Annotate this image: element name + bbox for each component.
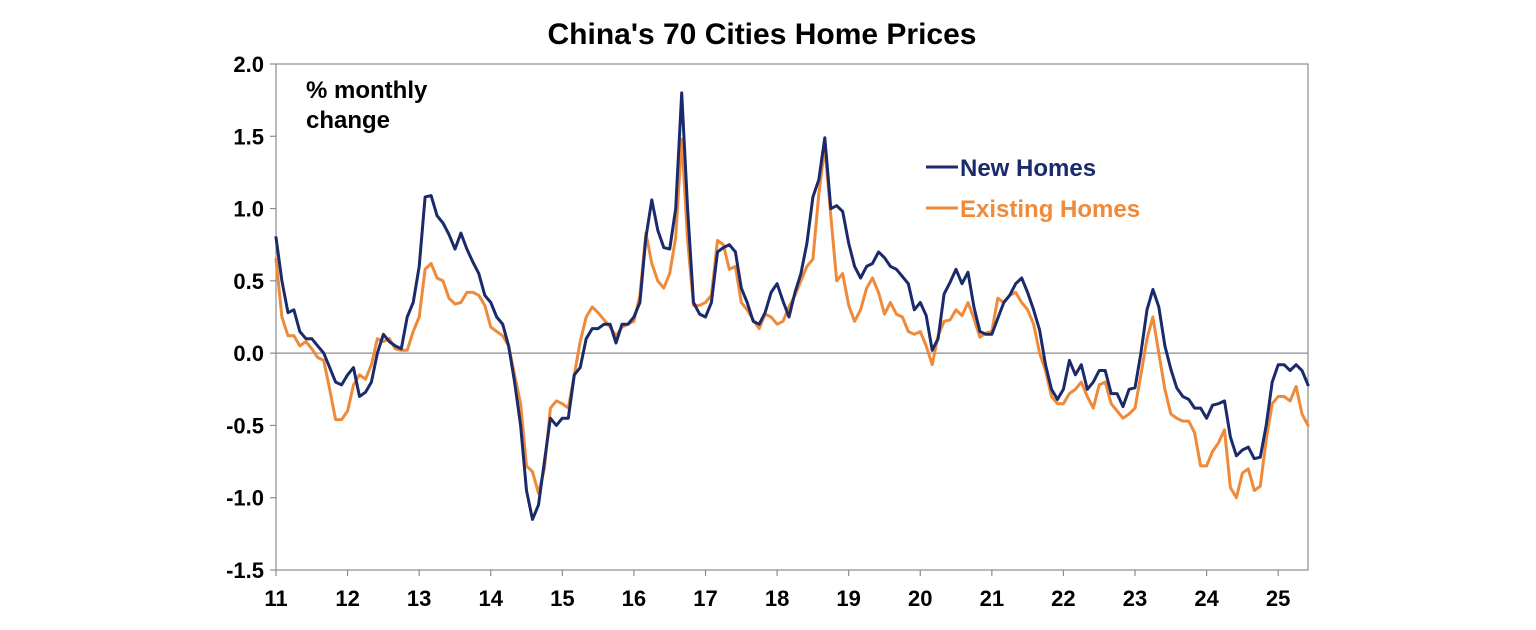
x-tick-label: 11 bbox=[264, 586, 287, 611]
unit-label-line1: % monthly bbox=[306, 77, 428, 104]
x-tick-label: 19 bbox=[836, 586, 860, 611]
series-layer bbox=[274, 91, 1310, 521]
unit-label-line2: change bbox=[306, 107, 390, 134]
y-axis: 2.0 1.5 1.0 0.5 0.0 -0.5 -1.0 -1.5 bbox=[226, 52, 276, 583]
y-tick-label: 1.0 bbox=[233, 197, 264, 222]
x-tick-label: 24 bbox=[1194, 586, 1219, 611]
x-tick-label: 21 bbox=[980, 586, 1004, 611]
y-tick-label: 0.0 bbox=[233, 341, 264, 366]
x-tick-label: 14 bbox=[479, 586, 504, 611]
x-tick-label: 22 bbox=[1051, 586, 1075, 611]
x-tick-label: 20 bbox=[908, 586, 932, 611]
y-tick-label: 2.0 bbox=[233, 52, 264, 77]
x-tick-label: 12 bbox=[335, 586, 359, 611]
y-tick-label: 0.5 bbox=[233, 269, 264, 294]
x-tick-label: 25 bbox=[1266, 586, 1290, 611]
y-tick-label: -0.5 bbox=[226, 413, 264, 438]
plot-area bbox=[275, 63, 1309, 571]
x-axis: 11 12 13 14 15 16 17 18 19 20 21 22 23 24 25 bbox=[264, 570, 1290, 611]
x-tick-label: 23 bbox=[1123, 586, 1147, 611]
x-tick-label: 17 bbox=[693, 586, 717, 611]
legend-label-existing-homes: Existing Homes bbox=[960, 196, 1140, 223]
x-tick-label: 15 bbox=[550, 586, 574, 611]
y-tick-label: 1.5 bbox=[233, 124, 264, 149]
series-line-existing-homes bbox=[274, 137, 1310, 500]
chart-title: China's 70 Cities Home Prices bbox=[548, 18, 977, 51]
series-line-new-homes bbox=[274, 91, 1310, 521]
legend: New Homes Existing Homes bbox=[926, 155, 1140, 223]
x-tick-label: 13 bbox=[407, 586, 431, 611]
y-tick-label: -1.0 bbox=[226, 486, 264, 511]
y-tick-label: -1.5 bbox=[226, 558, 264, 583]
x-tick-label: 18 bbox=[765, 586, 789, 611]
x-tick-label: 16 bbox=[622, 586, 646, 611]
legend-label-new-homes: New Homes bbox=[960, 155, 1096, 182]
